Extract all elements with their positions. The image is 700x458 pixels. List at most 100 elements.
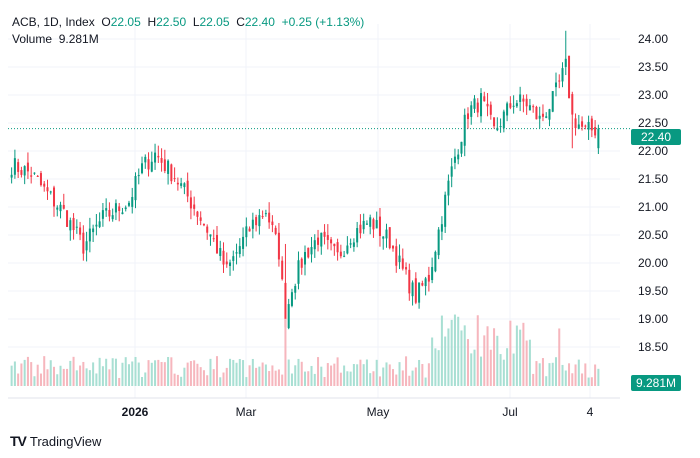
candle-body (388, 227, 391, 249)
candle-body (79, 227, 82, 235)
volume-bar (444, 336, 447, 386)
candle-body (173, 178, 176, 180)
candle-body (209, 234, 212, 237)
candle-body (313, 240, 316, 250)
volume-bar (480, 356, 483, 386)
candle-body (418, 282, 421, 303)
candle-body (85, 241, 88, 251)
candle-body (375, 220, 378, 229)
candle-body (88, 228, 91, 242)
volume-bar (375, 359, 378, 386)
volume-bar (229, 358, 232, 386)
volume-bar (421, 364, 424, 386)
volume-bar (317, 357, 320, 386)
volume-bar (307, 371, 310, 386)
volume-label: Volume (12, 32, 53, 46)
volume-bar (248, 365, 251, 386)
volume-bar (137, 362, 140, 386)
volume-bar (150, 362, 153, 386)
volume-bar (271, 365, 274, 386)
candle-body (235, 252, 238, 254)
candle-body (232, 256, 235, 261)
candle-body (369, 217, 372, 227)
volume-bar (584, 363, 587, 386)
volume-bar (388, 364, 391, 386)
candle-body (26, 162, 29, 172)
volume-bar (297, 358, 300, 386)
candle-body (59, 204, 62, 212)
candle-body (114, 203, 117, 213)
candle-body (36, 175, 39, 177)
candle-body (326, 235, 329, 240)
volume-bar (300, 361, 303, 386)
brand-name: TradingView (29, 433, 102, 449)
candle-body (23, 166, 26, 176)
candle-body (590, 118, 593, 131)
open-label: O (101, 15, 111, 29)
footer-brand[interactable]: TV TradingView (10, 433, 101, 449)
y-tick-label: 19.00 (638, 312, 668, 326)
candle-body (92, 228, 95, 233)
candle-body (450, 166, 453, 177)
candle-body (124, 207, 127, 210)
candle-body (525, 98, 528, 107)
candle-body (515, 103, 518, 107)
volume-bar (127, 364, 130, 386)
x-tick-label: 2026 (122, 405, 149, 419)
candle-body (248, 228, 251, 232)
x-tick-label: 4 (587, 405, 594, 419)
candle-body (222, 250, 225, 265)
volume-bar (85, 368, 88, 386)
volume-bar (160, 362, 163, 386)
candle-body (284, 282, 287, 328)
low-value: 22.05 (199, 15, 230, 29)
volume-bar (92, 362, 95, 386)
volume-bar (463, 325, 466, 386)
candle-body (535, 106, 538, 120)
volume-bar (577, 359, 580, 386)
candle-body (268, 212, 271, 223)
volume-bar (519, 329, 522, 386)
candle-body (346, 245, 349, 254)
volume-bar (154, 360, 157, 386)
volume-bar (144, 372, 147, 386)
volume-bar (574, 364, 577, 386)
volume-bar (411, 370, 414, 386)
candle-body (264, 213, 267, 215)
candle-body (180, 183, 183, 186)
volume-bar (251, 358, 254, 386)
candle-body (548, 109, 551, 120)
candle-body (274, 227, 277, 234)
volume-bar (558, 328, 561, 386)
volume-bar (268, 371, 271, 386)
candle-body (408, 269, 411, 294)
volume-bar (450, 319, 453, 386)
volume-bar (189, 361, 192, 386)
y-tick-label: 20.50 (638, 228, 668, 242)
candle-body (82, 232, 85, 254)
candle-body (405, 267, 408, 270)
candle-body (62, 204, 65, 209)
candle-body (401, 258, 404, 269)
candle-body (466, 113, 469, 120)
candle-body (411, 282, 414, 297)
candle-body (13, 158, 16, 175)
volume-bar (564, 370, 567, 386)
volume-bar (352, 364, 355, 386)
volume-bar (180, 376, 183, 386)
candle-body (532, 106, 535, 108)
volume-bar (287, 359, 290, 386)
volume-bar (281, 374, 284, 386)
volume-bar (258, 366, 261, 386)
volume-bar (215, 356, 218, 386)
volume-bar (167, 356, 170, 386)
volume-bar (568, 363, 571, 386)
tradingview-logo-icon: TV (10, 433, 27, 449)
volume-bar (62, 368, 65, 386)
volume-bar (525, 340, 528, 386)
volume-bar (362, 364, 365, 386)
volume-bar (173, 373, 176, 386)
volume-bar (212, 369, 215, 386)
volume-bar (196, 363, 199, 386)
